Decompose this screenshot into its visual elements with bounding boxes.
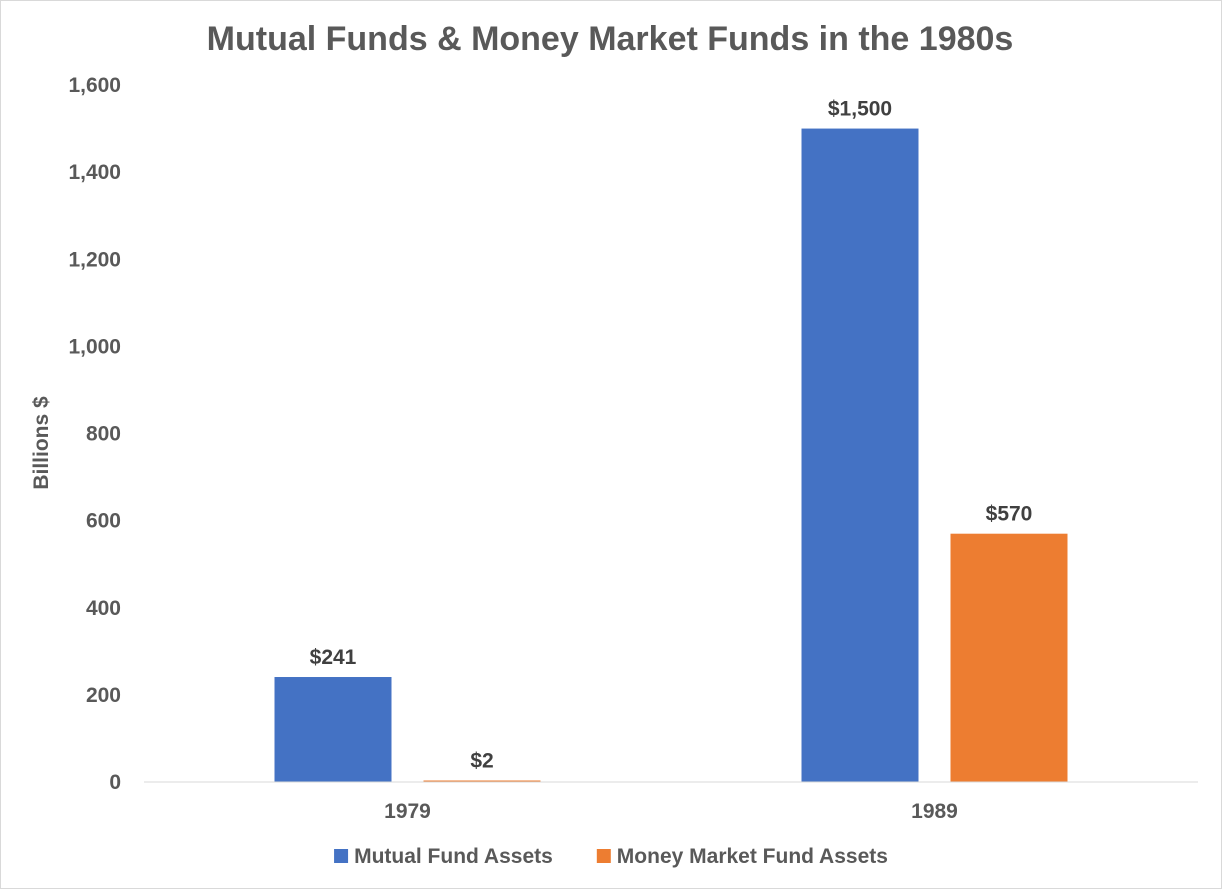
bar-series: $241 $2 $1,500 $570 bbox=[274, 98, 1068, 782]
y-tick-label: 1,200 bbox=[68, 248, 121, 271]
data-label: $1,500 bbox=[828, 98, 892, 121]
y-axis-ticks: 0 200 400 600 800 1,000 1,200 1,400 1,600 bbox=[68, 74, 121, 794]
legend-swatch bbox=[334, 849, 349, 863]
bar-money-market-fund-assets-1989 bbox=[950, 533, 1068, 782]
bar-money-market-fund-assets-1979 bbox=[423, 780, 541, 782]
x-tick-label: 1979 bbox=[384, 800, 431, 823]
legend: Mutual Fund Assets Money Market Fund Asse… bbox=[334, 845, 888, 868]
legend-item-mutual-fund-assets: Mutual Fund Assets bbox=[334, 845, 553, 868]
y-tick-label: 0 bbox=[109, 771, 121, 794]
bar-mutual-fund-assets-1989 bbox=[801, 128, 919, 782]
legend-item-money-market-fund-assets: Money Market Fund Assets bbox=[596, 845, 888, 868]
data-label: $570 bbox=[986, 503, 1033, 526]
x-tick-label: 1989 bbox=[911, 800, 958, 823]
y-tick-label: 400 bbox=[86, 597, 121, 620]
y-tick-label: 800 bbox=[86, 423, 121, 446]
legend-label: Money Market Fund Assets bbox=[617, 845, 888, 868]
y-tick-label: 1,000 bbox=[68, 335, 121, 358]
bar-mutual-fund-assets-1979 bbox=[274, 677, 392, 782]
data-label: $2 bbox=[470, 750, 493, 773]
data-label: $241 bbox=[310, 646, 357, 669]
chart-title: Mutual Funds & Money Market Funds in the… bbox=[207, 20, 1014, 58]
y-tick-label: 1,400 bbox=[68, 161, 121, 184]
y-tick-label: 600 bbox=[86, 510, 121, 533]
x-axis-ticks: 1979 1989 bbox=[384, 800, 958, 823]
y-tick-label: 200 bbox=[86, 684, 121, 707]
y-tick-label: 1,600 bbox=[68, 74, 121, 97]
legend-swatch bbox=[596, 849, 611, 863]
y-axis-label: Billions $ bbox=[30, 396, 53, 490]
legend-label: Mutual Fund Assets bbox=[354, 845, 553, 868]
